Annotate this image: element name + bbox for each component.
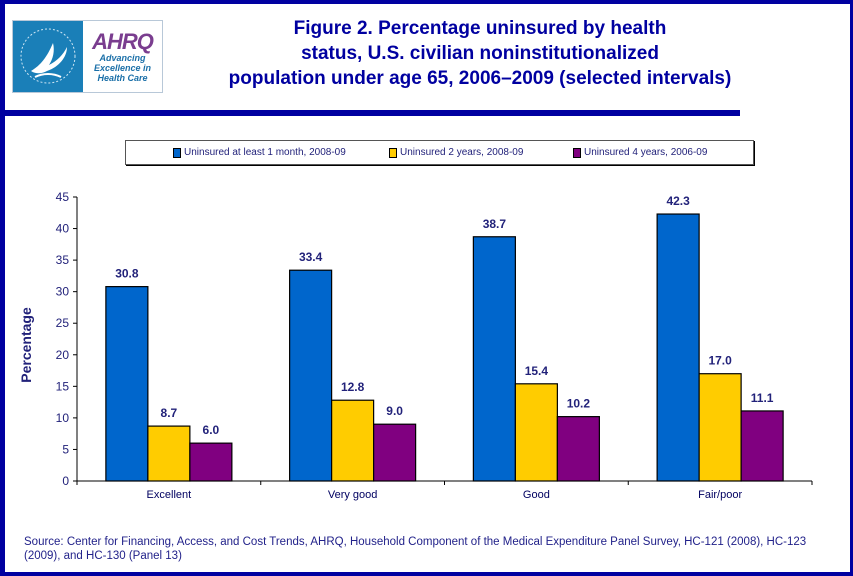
y-tick-label: 30 (56, 285, 70, 299)
bar (331, 399, 375, 482)
y-tick-label: 45 (56, 190, 70, 204)
x-tick-label: Excellent (147, 489, 192, 501)
y-axis-label: Percentage (18, 307, 34, 383)
data-label: 10.2 (567, 397, 591, 411)
y-tick-label: 10 (56, 411, 70, 425)
legend-label-2: Uninsured 2 years, 2008-09 (400, 147, 524, 158)
ahrq-tagline-1: Advancing (99, 52, 146, 63)
bar (698, 373, 742, 482)
figure-title: Figure 2. Percentage uninsured by health… (180, 16, 780, 91)
bar (514, 383, 558, 482)
title-line-3: population under age 65, 2006–2009 (sele… (228, 68, 732, 89)
bar (105, 286, 149, 482)
ahrq-logo: AHRQ Advancing Excellence in Health Care (12, 20, 163, 93)
ahrq-wordmark: AHRQ (92, 28, 154, 54)
y-tick-label: 35 (56, 253, 70, 267)
data-label: 33.4 (299, 250, 323, 264)
data-label: 9.0 (386, 404, 403, 418)
data-label: 42.3 (666, 194, 690, 208)
axes: 0 5 10 15 20 25 30 35 40 45 Excellent Very good Good… (56, 190, 813, 501)
hhs-eagle-icon (13, 21, 83, 92)
legend-swatch-2 (389, 147, 397, 158)
legend-item-2: Uninsured 2 years, 2008-09 (389, 147, 523, 158)
title-line-2: status, U.S. civilian noninstitutionaliz… (301, 43, 659, 64)
legend-item-1: Uninsured at least 1 month, 2008-09 (173, 147, 346, 158)
legend-item-3: Uninsured 4 years, 2006-09 (573, 147, 707, 158)
bar (289, 269, 333, 482)
legend-swatch-3 (573, 147, 581, 158)
legend-swatch-1 (173, 147, 181, 158)
y-tick-label: 25 (56, 316, 70, 330)
chart-legend: Uninsured at least 1 month, 2008-09 Unin… (125, 140, 754, 165)
x-tick-label: Very good (328, 489, 378, 501)
data-label: 12.8 (341, 380, 365, 394)
bar (556, 416, 600, 482)
data-label: 8.7 (161, 406, 178, 420)
data-label: 15.4 (525, 364, 549, 378)
y-tick-label: 0 (62, 474, 69, 488)
data-label: 6.0 (203, 423, 220, 437)
bar (147, 425, 191, 482)
bars (105, 213, 784, 482)
y-tick-label: 20 (56, 348, 70, 362)
data-label: 17.0 (708, 354, 732, 368)
y-tick-label: 5 (62, 442, 69, 456)
bar (472, 236, 516, 482)
legend-label-3: Uninsured 4 years, 2006-09 (584, 147, 708, 158)
y-tick-label: 40 (56, 222, 70, 236)
bar-chart: Percentage 0 5 10 15 20 25 30 35 40 45 Excellent Ve… (18, 190, 813, 501)
x-tick-label: Good (523, 489, 550, 501)
bar (740, 410, 784, 482)
source-note: Source: Center for Financing, Access, an… (24, 536, 807, 562)
data-label: 30.8 (115, 267, 139, 281)
title-divider (0, 110, 740, 116)
y-tick-label: 15 (56, 379, 70, 393)
title-line-1: Figure 2. Percentage uninsured by health (293, 18, 667, 39)
ahrq-tagline-3: Health Care (97, 72, 148, 83)
bar (373, 423, 417, 482)
legend-label-1: Uninsured at least 1 month, 2008-09 (184, 147, 346, 158)
x-tick-label: Fair/poor (698, 489, 742, 501)
data-labels: 30.8 8.7 6.0 33.4 12.8 9.0 38.7 15.4 10.2 42.3 17.… (115, 194, 774, 437)
data-label: 11.1 (751, 391, 774, 405)
data-label: 38.7 (483, 217, 507, 231)
ahrq-tagline-2: Excellence in (93, 62, 152, 73)
bar (189, 442, 233, 482)
bar (656, 213, 700, 482)
